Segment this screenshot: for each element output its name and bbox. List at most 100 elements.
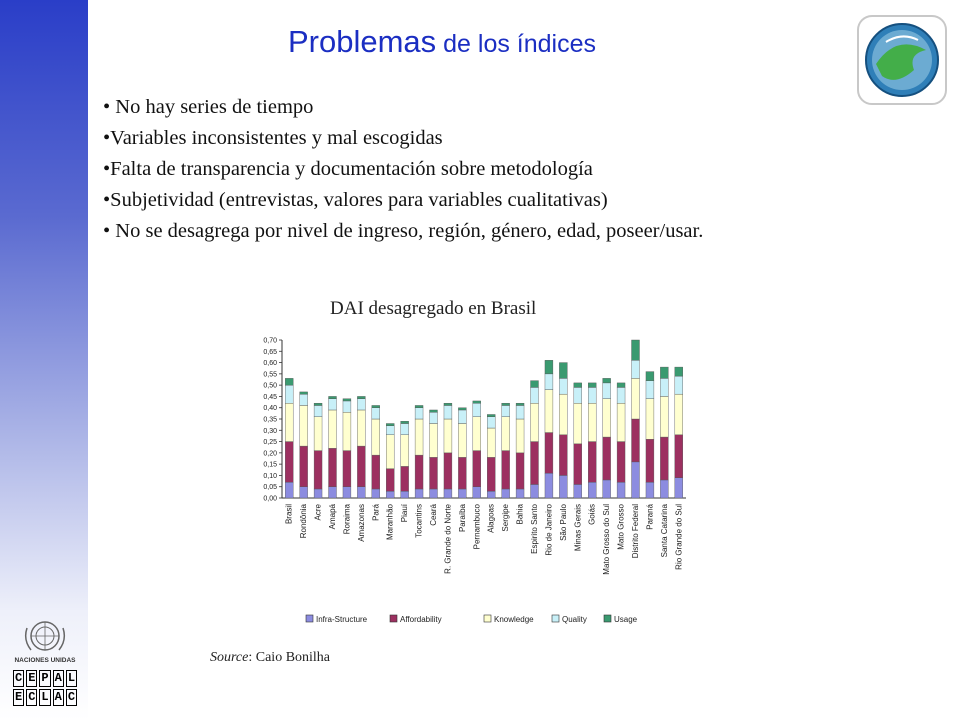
bar-segment-affordability xyxy=(443,452,453,490)
bar-segment-infra-structure xyxy=(472,486,481,499)
legend-swatch xyxy=(483,614,492,623)
bar-segment-usage xyxy=(400,421,409,424)
bar-segment-affordability xyxy=(573,443,582,485)
bar-segment-infra-structure xyxy=(357,486,366,499)
bar-segment-affordability xyxy=(285,441,294,483)
eclac-letter: L xyxy=(39,689,51,706)
bar-segment-usage xyxy=(616,382,626,388)
bar-segment-infra-structure xyxy=(313,488,323,499)
x-category-label: Brasil xyxy=(285,504,294,524)
x-category-label: São Paulo xyxy=(559,503,568,540)
bar-segment-quality xyxy=(616,387,626,404)
eclac-letter: E xyxy=(13,689,25,706)
bar-segment-infra-structure xyxy=(371,488,380,499)
bar-segment-quality xyxy=(631,360,640,379)
bar-segment-quality xyxy=(501,405,510,417)
bar-segment-knowledge xyxy=(342,412,352,451)
x-category-label: Pernambuco xyxy=(472,503,481,549)
legend-swatch xyxy=(551,614,560,623)
bar-segment-quality xyxy=(573,387,582,404)
x-category-label: Alagoas xyxy=(487,504,496,533)
bar-segment-affordability xyxy=(429,457,438,490)
bar-segment-knowledge xyxy=(429,423,438,458)
bar-segment-quality xyxy=(645,380,655,399)
bar-segment-infra-structure xyxy=(342,486,352,499)
bar-segment-affordability xyxy=(328,448,337,487)
bar-segment-affordability xyxy=(487,457,496,492)
cepal-letter: A xyxy=(52,670,64,687)
bar-segment-affordability xyxy=(544,432,554,474)
x-category-label: Roraima xyxy=(342,503,351,534)
bar-segment-knowledge xyxy=(328,409,337,449)
bullet-item: •Variables inconsistentes y mal escogida… xyxy=(103,127,443,149)
bar-segment-affordability xyxy=(530,441,539,485)
bar-segment-knowledge xyxy=(487,427,496,458)
bar-segment-infra-structure xyxy=(559,475,568,499)
eclac-letter: C xyxy=(26,689,38,706)
un-emblem-icon: NACIONES UNIDAS xyxy=(14,621,76,664)
bar-segment-quality xyxy=(299,393,308,406)
title-main: Problemas xyxy=(288,24,437,59)
bar-segment-knowledge xyxy=(674,393,683,435)
bar-segment-affordability xyxy=(299,445,308,487)
bar-segment-affordability xyxy=(616,441,626,483)
title-sub: de los índices xyxy=(436,30,597,58)
bar-segment-infra-structure xyxy=(414,488,424,499)
bar-segment-infra-structure xyxy=(386,491,395,499)
bar-segment-affordability xyxy=(515,452,525,490)
bar-segment-usage xyxy=(458,407,467,411)
bar-segment-quality xyxy=(357,398,366,411)
bar-segment-quality xyxy=(429,412,438,424)
bar-segment-infra-structure xyxy=(443,488,453,499)
bar-segment-knowledge xyxy=(501,416,510,451)
bar-segment-usage xyxy=(357,396,366,399)
y-tick-label: 0,65 xyxy=(263,349,277,356)
bar-segment-affordability xyxy=(631,418,640,463)
bar-segment-usage xyxy=(429,409,438,413)
bar-segment-usage xyxy=(530,380,539,388)
bullet-list: • No hay series de tiempo •Variables inc… xyxy=(103,92,793,247)
source-label: Source xyxy=(210,650,249,665)
bar-segment-infra-structure xyxy=(285,481,294,499)
bar-segment-knowledge xyxy=(559,393,568,435)
bar-segment-usage xyxy=(443,402,453,406)
bar-segment-infra-structure xyxy=(501,488,510,499)
bar-segment-quality xyxy=(674,375,683,395)
bar-segment-usage xyxy=(472,400,481,404)
x-category-label: Ceará xyxy=(429,503,438,525)
bar-segment-quality xyxy=(342,400,352,413)
bar-segment-knowledge xyxy=(645,398,655,440)
source-caption: Source: Caio Bonilha xyxy=(210,650,330,666)
bar-segment-quality xyxy=(660,378,669,397)
y-tick-label: 0,05 xyxy=(263,484,277,491)
bullet-item: •Falta de transparencia y documentación … xyxy=(103,158,593,180)
bar-segment-infra-structure xyxy=(515,488,525,499)
bar-segment-affordability xyxy=(386,468,395,492)
bar-segment-infra-structure xyxy=(429,488,438,499)
y-tick-label: 0,10 xyxy=(263,473,277,480)
slide-title: Problemas de los índices xyxy=(288,24,596,60)
bar-segment-usage xyxy=(660,366,669,379)
bar-segment-affordability xyxy=(602,436,611,481)
bar-segment-affordability xyxy=(458,457,467,490)
bar-segment-quality xyxy=(313,405,323,417)
x-category-label: Sergipe xyxy=(501,503,510,531)
bar-segment-quality xyxy=(458,409,467,424)
bar-segment-quality xyxy=(472,402,481,417)
bar-segment-affordability xyxy=(660,436,669,481)
legend-swatch xyxy=(389,614,398,623)
bar-segment-usage xyxy=(645,371,655,381)
bar-segment-affordability xyxy=(414,454,424,490)
bar-segment-affordability xyxy=(371,454,380,490)
y-tick-label: 0,35 xyxy=(263,417,277,424)
bar-segment-quality xyxy=(530,387,539,404)
bar-segment-knowledge xyxy=(357,409,366,447)
x-category-label: Mato Grosso do Sul xyxy=(602,504,611,575)
y-tick-label: 0,45 xyxy=(263,394,277,401)
bar-segment-usage xyxy=(559,362,568,379)
x-category-label: Espirito Santo xyxy=(530,503,539,553)
bar-segment-knowledge xyxy=(458,423,467,458)
bar-segment-usage xyxy=(414,405,424,408)
dai-stacked-bar-chart: 0,00 0,05 0,10 0,15 0,20 0,25 0,30 0,35 0,40 0,45… xyxy=(263,338,686,624)
bar-segment-infra-structure xyxy=(602,479,611,499)
